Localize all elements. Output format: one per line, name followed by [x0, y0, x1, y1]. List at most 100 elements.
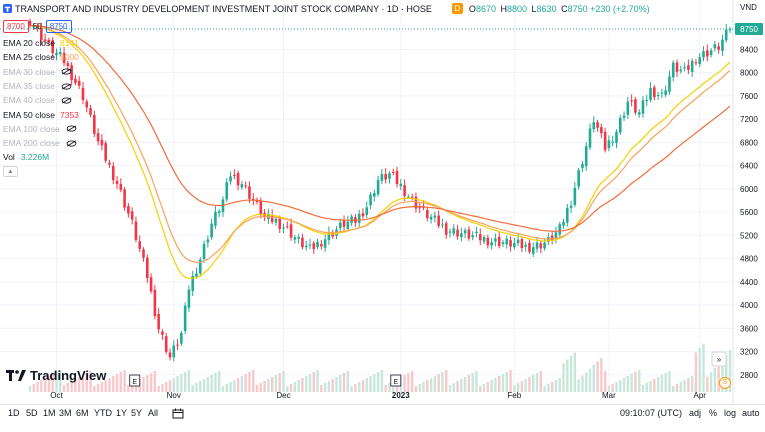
candle-body [115, 180, 119, 185]
timeframe-all[interactable]: All [148, 408, 159, 418]
volume-bar [645, 383, 648, 392]
candle-body [687, 65, 690, 70]
legend-ema20[interactable]: EMA 20 close 8141 [3, 36, 79, 50]
candle-body [142, 249, 145, 258]
legend-ema30[interactable]: EMA 30 close [3, 65, 79, 79]
legend-ema50[interactable]: EMA 50 close 7353 [3, 107, 79, 121]
x-tick-label: Feb [507, 391, 521, 400]
candle-body [683, 67, 686, 69]
hidden-eye-icon[interactable] [61, 68, 72, 75]
earnings-marker[interactable] [129, 374, 141, 387]
candle-body [441, 224, 444, 226]
volume-bar [312, 372, 315, 392]
legend-ema25[interactable]: EMA 25 close 8000 [3, 50, 79, 64]
earnings-marker[interactable] [390, 374, 402, 387]
ema25-line [30, 25, 731, 264]
volume-bar [429, 378, 433, 392]
candle-body [524, 244, 527, 247]
candle-body [240, 184, 244, 188]
clock-time[interactable]: 09:10:07 (UTC) [620, 408, 683, 418]
candle-body [323, 239, 327, 248]
candle-body [721, 39, 724, 52]
volume-bar [509, 370, 512, 392]
candle-body [289, 224, 293, 238]
volume-bar [524, 379, 527, 392]
volume-bar [149, 373, 153, 392]
tradingview-logo[interactable]: TradingView [6, 368, 106, 383]
percent-toggle[interactable]: % [709, 408, 718, 418]
timeframe-5d[interactable]: 5D [26, 408, 38, 418]
sell-button[interactable]: 8700 [3, 20, 29, 33]
auto-toggle[interactable]: auto [742, 408, 760, 418]
scroll-right-button[interactable] [711, 351, 727, 367]
y-tick-label: 6800 [740, 138, 758, 147]
candle-body [47, 39, 51, 43]
adjust-toggle[interactable]: adj [689, 408, 702, 418]
candle-body [505, 238, 509, 245]
timeframe-1y[interactable]: 1Y [116, 408, 128, 418]
candle-body [293, 237, 297, 240]
legend-ema100[interactable]: EMA 100 close [3, 122, 79, 136]
volume-bar [437, 374, 440, 392]
volume-bar [323, 383, 327, 392]
volume-bar [85, 373, 88, 392]
volume-bar [528, 377, 531, 392]
log-toggle[interactable]: log [724, 408, 737, 418]
timeframe-5y[interactable]: 5Y [131, 408, 143, 418]
candle-body [475, 232, 478, 234]
date-range-icon[interactable] [172, 408, 184, 419]
event-marker-label: E [393, 379, 398, 386]
legend-ema40[interactable]: EMA 40 close [3, 93, 79, 107]
volume-bar [433, 376, 437, 392]
buy-button[interactable]: 8750 [45, 20, 72, 33]
hidden-eye-icon[interactable] [61, 82, 72, 90]
candle-body [248, 186, 251, 199]
timeframe-1m[interactable]: 1M [43, 408, 56, 418]
data-delay-badge[interactable]: D [451, 3, 463, 14]
y-tick-label: 5600 [740, 208, 758, 217]
candle-body [316, 241, 319, 247]
candle-body [622, 115, 626, 118]
volume-bar [350, 386, 353, 392]
candle-body [520, 239, 524, 249]
volume-bar [554, 380, 558, 392]
hidden-eye-icon[interactable] [66, 125, 77, 132]
bottom-toolbar [0, 404, 765, 431]
candle-body [376, 180, 380, 195]
candle-body [671, 62, 675, 78]
currency-label[interactable]: VND [740, 3, 757, 12]
y-tick-label: 8400 [740, 45, 758, 54]
volume-bar [706, 376, 709, 392]
last-price-tag[interactable] [735, 23, 763, 36]
volume-bar [221, 386, 225, 392]
hidden-eye-icon[interactable] [61, 97, 72, 104]
timeframe-1d[interactable]: 1D [8, 408, 20, 418]
timeframe-ytd[interactable]: YTD [94, 408, 112, 418]
candle-body [543, 242, 546, 249]
hidden-eye-icon[interactable] [66, 140, 77, 147]
symbol-title[interactable]: TRANSPORT AND INDUSTRY DEVELOPMENT INVES… [15, 3, 432, 14]
ohlc-close-value: 8750 [567, 3, 588, 14]
timeframe-6m[interactable]: 6M [76, 408, 89, 418]
legend-ema35[interactable]: EMA 35 close [3, 79, 79, 93]
timeframe-3m[interactable]: 3M [59, 408, 72, 418]
candle-body [176, 344, 179, 346]
split-marker[interactable] [719, 377, 731, 389]
legend-ema200[interactable]: EMA 200 close [3, 136, 79, 150]
candle-body [596, 122, 599, 128]
y-tick-label: 6000 [740, 185, 758, 194]
volume-bar [199, 381, 202, 392]
candle-body [180, 333, 183, 344]
volume-bar [494, 378, 497, 392]
legend-volume[interactable]: Vol 3.226M [3, 150, 79, 164]
volume-bar [690, 376, 694, 392]
volume-bar [445, 370, 448, 392]
candle-body [641, 100, 645, 114]
volume-bar [112, 376, 115, 392]
candle-body [96, 133, 100, 142]
collapse-legend-button[interactable]: ▲ [3, 166, 18, 178]
candle-body [418, 207, 422, 209]
candle-body [437, 215, 440, 226]
